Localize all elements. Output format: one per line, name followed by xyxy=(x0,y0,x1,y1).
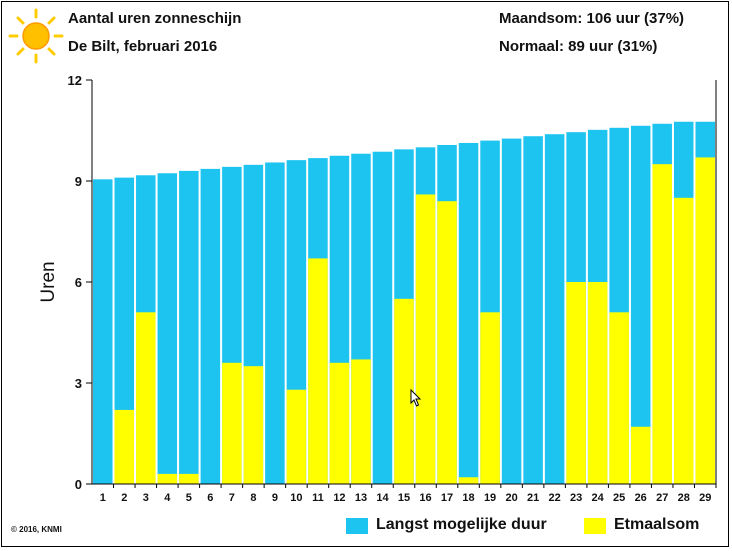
bar-max-duration-day-22 xyxy=(544,134,565,484)
x-tick-label-27: 27 xyxy=(656,492,668,504)
x-tick-label-7: 7 xyxy=(229,492,235,504)
bar-daily-total-day-13 xyxy=(351,359,371,484)
sun-icon xyxy=(8,8,64,64)
bar-max-duration-day-18 xyxy=(458,142,479,484)
bar-daily-total-day-18 xyxy=(458,477,479,484)
x-tick-label-9: 9 xyxy=(272,492,278,504)
x-tick-label-5: 5 xyxy=(186,492,192,504)
bar-max-duration-day-1 xyxy=(93,179,113,485)
legend-swatch-max-duration xyxy=(346,518,368,534)
x-tick-label-29: 29 xyxy=(699,492,711,504)
copyright-text: © 2016, KNMI xyxy=(11,525,62,534)
bar-daily-total-day-2 xyxy=(114,409,135,484)
bar-daily-total-day-8 xyxy=(243,366,264,484)
bar-daily-total-day-16 xyxy=(415,194,436,484)
bar-daily-total-day-26 xyxy=(630,426,651,484)
x-tick-label-12: 12 xyxy=(333,492,345,504)
bar-daily-total-day-27 xyxy=(652,164,672,484)
bar-daily-total-day-5 xyxy=(179,473,199,484)
bar-daily-total-day-29 xyxy=(695,157,715,484)
bar-daily-total-day-7 xyxy=(222,362,242,484)
x-tick-label-13: 13 xyxy=(355,492,367,504)
bar-max-duration-day-6 xyxy=(200,168,221,484)
bar-daily-total-day-17 xyxy=(437,201,457,484)
normal-text: Normaal: 89 uur (31%) xyxy=(499,38,658,55)
bar-daily-total-day-24 xyxy=(587,282,608,484)
month-total-text: Maandsom: 106 uur (37%) xyxy=(499,10,685,27)
x-tick-label-19: 19 xyxy=(484,492,496,504)
x-tick-label-15: 15 xyxy=(398,492,410,504)
bar-max-duration-day-2 xyxy=(114,177,135,484)
y-tick-label-3: 3 xyxy=(75,376,82,391)
x-tick-label-14: 14 xyxy=(376,492,389,504)
bar-max-duration-day-21 xyxy=(523,136,543,484)
x-tick-label-28: 28 xyxy=(678,492,690,504)
bar-daily-total-day-10 xyxy=(286,389,307,484)
y-tick-label-6: 6 xyxy=(75,275,82,290)
x-tick-label-26: 26 xyxy=(635,492,647,504)
bar-daily-total-day-19 xyxy=(480,312,500,484)
bar-daily-total-day-25 xyxy=(609,312,629,484)
x-tick-label-3: 3 xyxy=(143,492,149,504)
legend-label-max-duration: Langst mogelijke duur xyxy=(376,516,547,533)
bar-daily-total-day-4 xyxy=(157,473,178,484)
bar-max-duration-day-14 xyxy=(372,151,393,484)
chart-subtitle: De Bilt, februari 2016 xyxy=(68,38,218,55)
bar-daily-total-day-23 xyxy=(566,282,586,484)
x-tick-label-18: 18 xyxy=(462,492,474,504)
mouse-pointer-icon xyxy=(410,389,422,407)
x-tick-label-16: 16 xyxy=(419,492,431,504)
legend-label-daily-total: Etmaalsom xyxy=(614,516,700,533)
x-tick-label-11: 11 xyxy=(312,492,324,504)
bar-max-duration-day-9 xyxy=(265,162,285,484)
x-tick-label-10: 10 xyxy=(290,492,302,504)
bar-daily-total-day-28 xyxy=(673,197,694,485)
x-tick-label-8: 8 xyxy=(250,492,256,504)
bar-daily-total-day-3 xyxy=(136,312,156,484)
bar-max-duration-day-5 xyxy=(179,170,199,484)
y-tick-label-0: 0 xyxy=(75,477,82,492)
bar-daily-total-day-15 xyxy=(394,298,414,484)
chart-title: Aantal uren zonneschijn xyxy=(68,10,242,27)
bar-max-duration-day-20 xyxy=(501,138,522,484)
x-tick-label-2: 2 xyxy=(121,492,127,504)
x-tick-label-23: 23 xyxy=(570,492,582,504)
legend-swatch-daily-total xyxy=(584,518,606,534)
x-tick-label-24: 24 xyxy=(592,492,605,504)
x-tick-label-6: 6 xyxy=(207,492,213,504)
x-tick-label-22: 22 xyxy=(548,492,560,504)
bar-daily-total-day-11 xyxy=(308,258,328,484)
y-tick-label-9: 9 xyxy=(75,174,82,189)
x-tick-label-25: 25 xyxy=(613,492,625,504)
bar-max-duration-day-26 xyxy=(630,125,651,484)
x-tick-label-17: 17 xyxy=(441,492,453,504)
y-axis-label: Uren xyxy=(38,261,59,302)
x-tick-label-21: 21 xyxy=(527,492,539,504)
x-tick-label-4: 4 xyxy=(164,492,171,504)
bar-max-duration-day-4 xyxy=(157,173,178,485)
y-tick-label-12: 12 xyxy=(68,73,82,88)
x-tick-label-20: 20 xyxy=(505,492,517,504)
x-tick-label-1: 1 xyxy=(100,492,106,504)
bar-daily-total-day-12 xyxy=(329,362,350,484)
